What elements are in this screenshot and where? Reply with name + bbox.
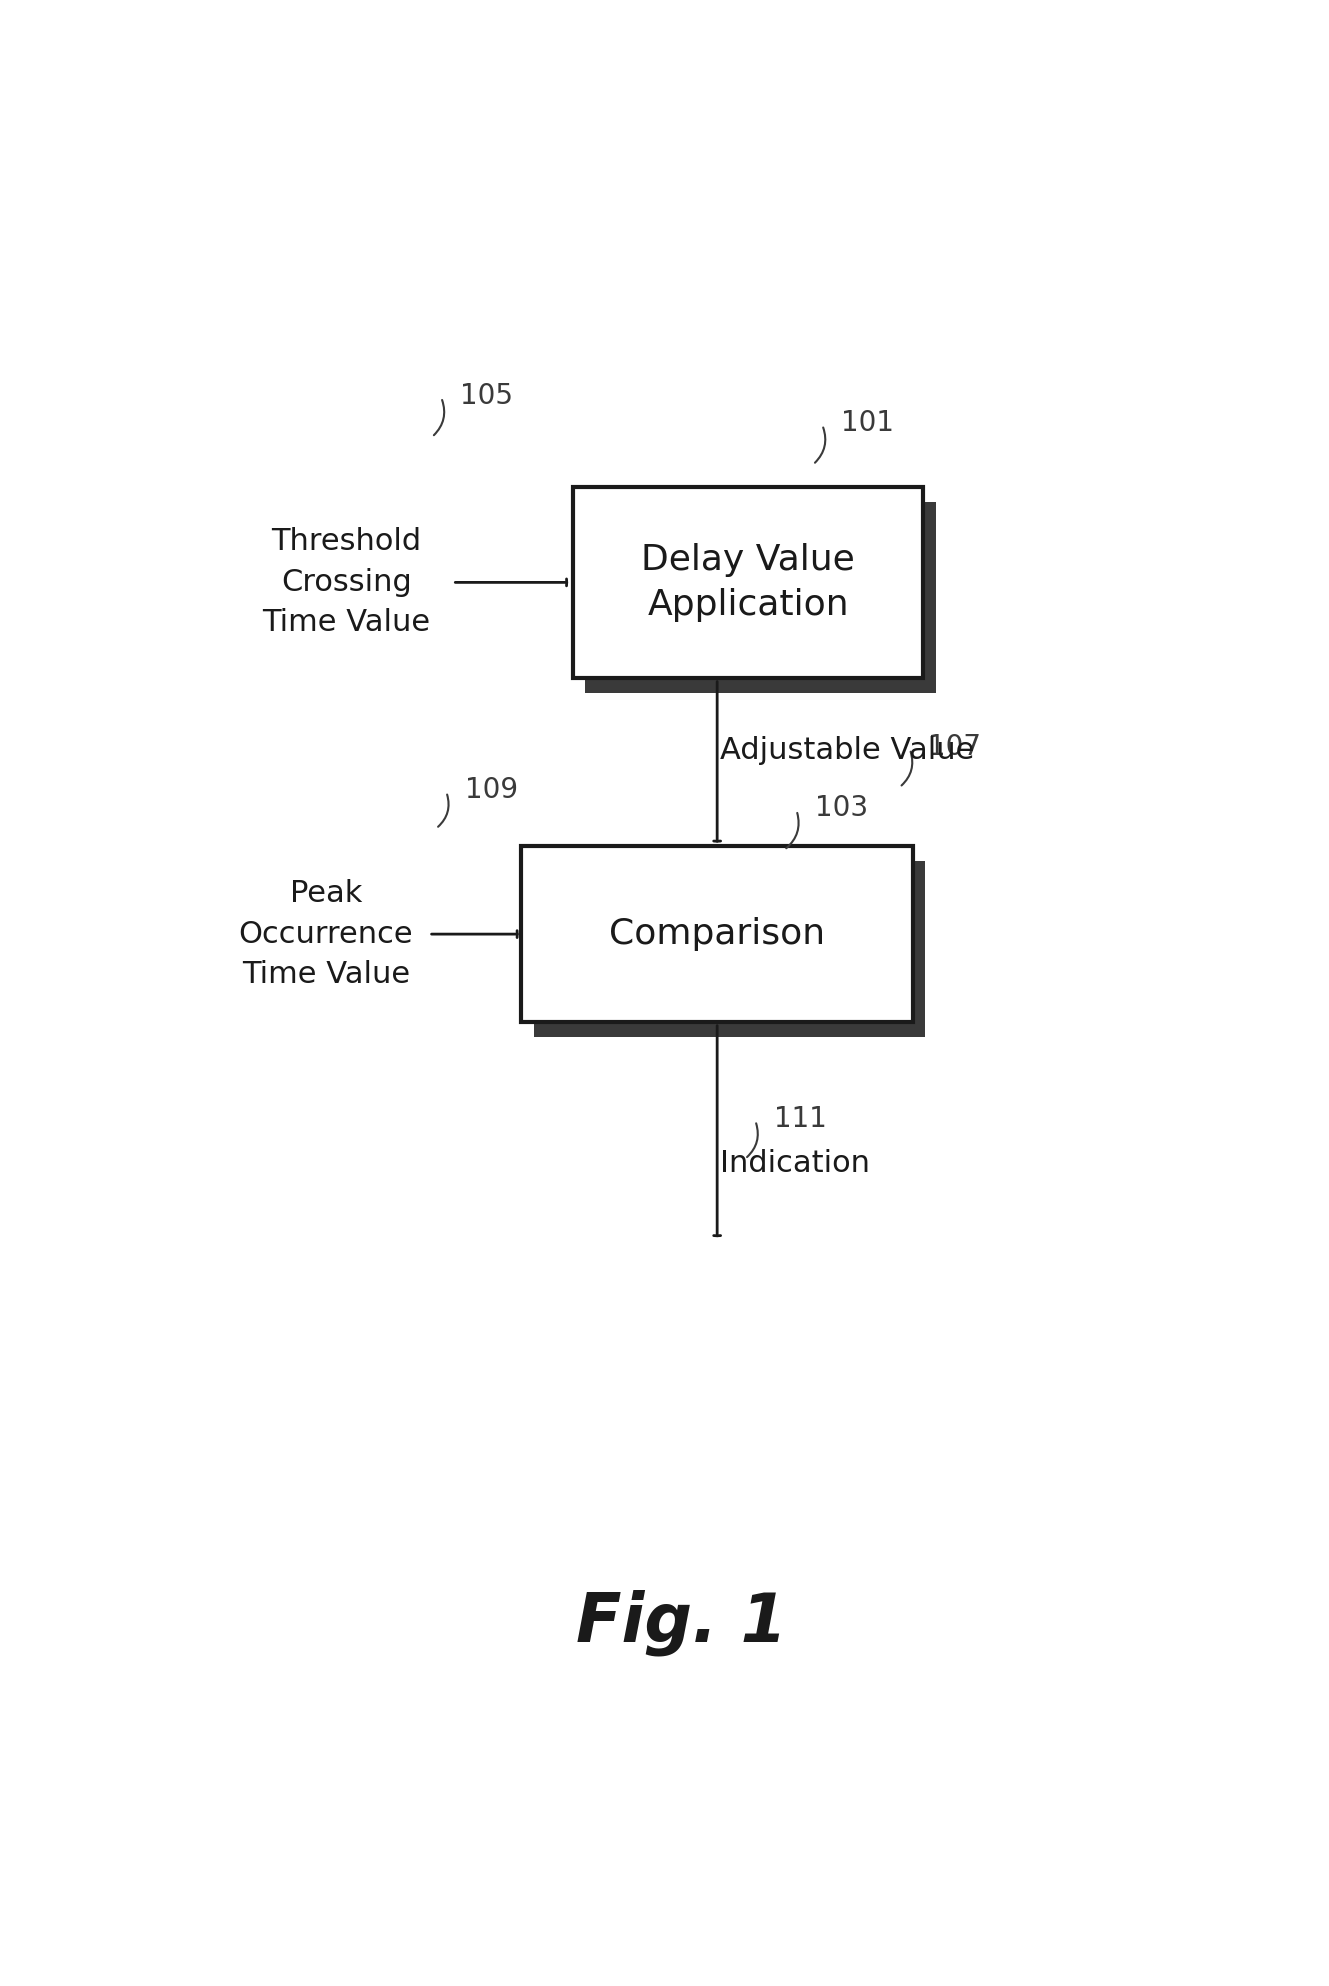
- Text: 103: 103: [815, 794, 868, 822]
- Text: Comparison: Comparison: [609, 918, 825, 951]
- Text: Threshold
Crossing
Time Value: Threshold Crossing Time Value: [262, 528, 431, 638]
- Bar: [573, 487, 924, 677]
- Text: Adjustable Value: Adjustable Value: [720, 737, 974, 765]
- Text: 105: 105: [460, 381, 513, 409]
- Bar: [521, 846, 913, 1023]
- Bar: [585, 502, 936, 693]
- Text: Peak
Occurrence
Time Value: Peak Occurrence Time Value: [238, 880, 413, 989]
- Text: 109: 109: [465, 777, 518, 804]
- Text: 111: 111: [773, 1104, 827, 1132]
- Bar: [534, 862, 925, 1037]
- Text: 107: 107: [929, 733, 981, 761]
- Text: Indication: Indication: [720, 1150, 870, 1178]
- Text: 101: 101: [841, 409, 894, 437]
- Text: Delay Value
Application: Delay Value Application: [641, 542, 855, 622]
- Text: Fig. 1: Fig. 1: [575, 1589, 787, 1656]
